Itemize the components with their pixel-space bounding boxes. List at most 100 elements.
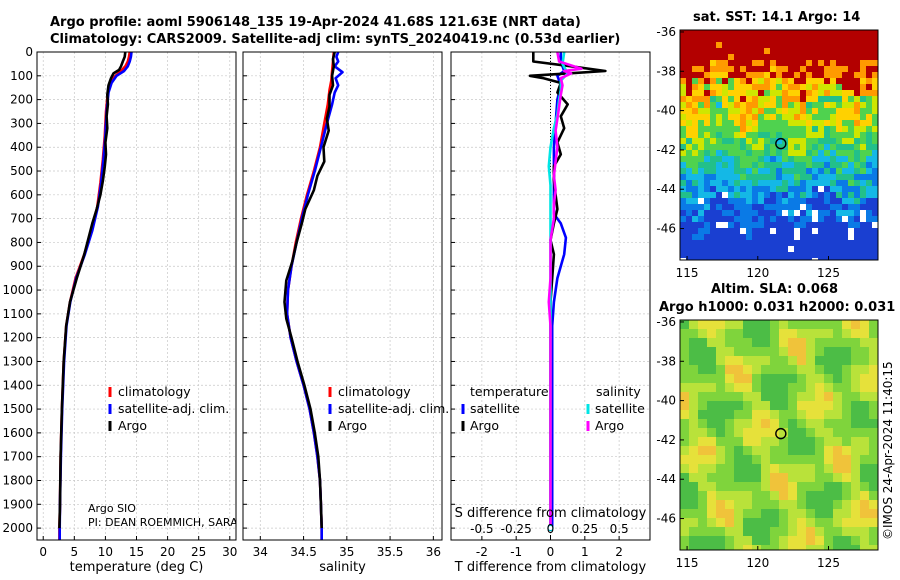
map-cell <box>689 500 699 510</box>
map-cell <box>746 162 753 169</box>
map-cell <box>830 60 837 67</box>
map-cell <box>740 192 747 199</box>
map-cell <box>842 204 849 211</box>
map-cell <box>698 174 705 181</box>
map-cell <box>698 60 705 67</box>
map-cell <box>824 228 831 235</box>
map-cell <box>872 216 878 223</box>
map-cell <box>764 162 771 169</box>
map-cell <box>728 216 735 223</box>
map-cell <box>770 228 777 235</box>
map-cell <box>818 60 825 67</box>
map-cell <box>728 60 735 67</box>
map-cell <box>770 446 780 456</box>
map-y-tick-label: -42 <box>656 433 676 447</box>
map-cell <box>680 144 687 151</box>
map-cell <box>860 210 867 217</box>
map-cell <box>734 150 741 157</box>
map-cell <box>680 216 687 223</box>
top-tick-label: 0.25 <box>571 522 598 536</box>
map-cell <box>854 30 861 37</box>
map-cell <box>707 482 717 492</box>
map-cell <box>866 120 873 127</box>
map-cell <box>812 210 819 217</box>
map-cell <box>860 500 870 510</box>
map-cell <box>698 180 705 187</box>
map-cell <box>824 455 834 465</box>
map-cell <box>848 48 855 55</box>
map-cell <box>833 401 843 411</box>
map-cell <box>824 126 831 133</box>
map-cell <box>716 108 723 115</box>
map-cell <box>848 168 855 175</box>
map-cell <box>740 90 747 97</box>
map-cell <box>788 428 798 438</box>
map-cell <box>710 186 717 193</box>
map-cell <box>797 419 807 429</box>
map-cell <box>728 192 735 199</box>
map-cell <box>860 473 870 483</box>
map-cell <box>740 246 747 253</box>
map-cell <box>836 252 843 259</box>
map-cell <box>872 102 878 109</box>
map-cell <box>800 198 807 205</box>
map-cell <box>854 228 861 235</box>
map-cell <box>740 228 747 235</box>
map-cell <box>776 216 783 223</box>
map-cell <box>788 204 795 211</box>
map-cell <box>833 428 843 438</box>
map-cell <box>758 138 765 145</box>
map-cell <box>824 365 834 375</box>
map-cell <box>782 228 789 235</box>
map-cell <box>872 78 878 85</box>
map-cell <box>716 84 723 91</box>
map-cell <box>782 162 789 169</box>
x-tick-label: 25 <box>191 545 206 559</box>
map-cell <box>782 156 789 163</box>
map-cell <box>689 437 699 447</box>
map-cell <box>686 198 693 205</box>
map-cell <box>824 186 831 193</box>
map-cell <box>800 132 807 139</box>
map-cell <box>788 347 798 357</box>
map-cell <box>818 180 825 187</box>
map-cell <box>728 222 735 229</box>
map-cell <box>728 30 735 37</box>
map-cell <box>680 48 687 55</box>
map-cell <box>824 156 831 163</box>
map-cell <box>782 36 789 43</box>
map-cell <box>770 240 777 247</box>
map-cell <box>752 132 759 139</box>
map-y-tick-label: -38 <box>656 64 676 78</box>
map-cell <box>716 192 723 199</box>
map-cell <box>689 536 699 546</box>
map-cell <box>854 192 861 199</box>
map-cell <box>752 428 762 438</box>
map-cell <box>752 446 762 456</box>
map-cell <box>704 216 711 223</box>
map-cell <box>851 410 861 420</box>
map-cell <box>860 108 867 115</box>
map-cell <box>860 356 870 366</box>
map-cell <box>848 102 855 109</box>
map-cell <box>860 527 870 537</box>
map-cell <box>698 365 708 375</box>
map-cell <box>698 240 705 247</box>
map-cell <box>806 482 816 492</box>
map-cell <box>869 392 878 402</box>
map-cell <box>734 174 741 181</box>
map-cell <box>722 126 729 133</box>
map-cell <box>836 42 843 49</box>
map-cell <box>692 240 699 247</box>
map-cell <box>680 258 687 260</box>
map-cell <box>740 150 747 157</box>
map-cell <box>716 96 723 103</box>
map-cell <box>812 192 819 199</box>
map-cell <box>698 527 708 537</box>
map-cell <box>746 192 753 199</box>
map-y-tick-label: -36 <box>656 25 676 39</box>
sst_map-float-marker <box>775 137 787 150</box>
y-tick-label: 1800 <box>2 473 33 487</box>
map-cell <box>743 527 753 537</box>
map-cell <box>854 48 861 55</box>
